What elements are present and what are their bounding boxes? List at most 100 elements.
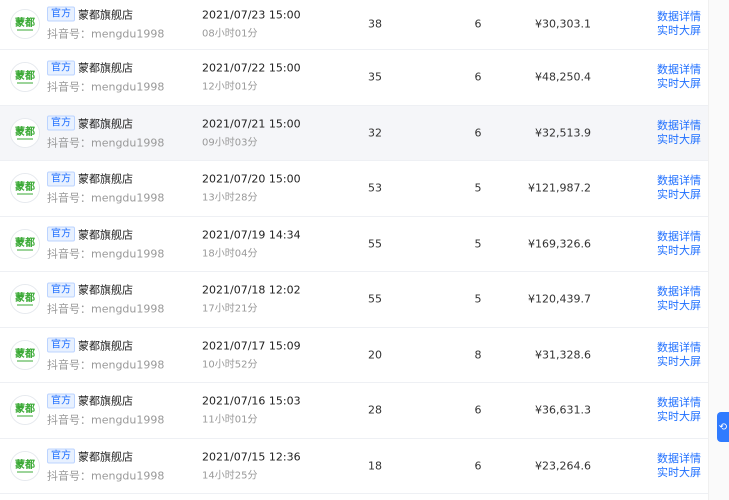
data-detail-link[interactable]: 数据详情 [657,396,701,410]
shop-name: 蒙都旗舰店 [78,394,133,408]
shop-name: 蒙都旗舰店 [78,283,133,297]
table-row: 蒙都 官方 蒙都旗舰店 抖音号：mengdu1998 2021/07/23 15:00 0… [0,0,708,50]
data-detail-link[interactable]: 数据详情 [657,63,701,77]
official-badge: 官方 [47,115,75,131]
shop-info: 官方 蒙都旗舰店 抖音号：mengdu1998 [47,337,164,372]
row-actions: 数据详情 实时大屏 [657,230,701,258]
realtime-screen-link[interactable]: 实时大屏 [657,299,701,313]
product-count: 32 [368,126,382,140]
secondary-count: 6 [474,459,482,473]
data-detail-link[interactable]: 数据详情 [657,285,701,299]
live-start-time: 2021/07/19 14:34 [202,228,301,242]
official-badge: 官方 [47,226,75,242]
live-duration: 17小时21分 [202,303,258,315]
data-detail-link[interactable]: 数据详情 [657,118,701,132]
data-detail-link[interactable]: 数据详情 [657,451,701,465]
realtime-screen-link[interactable]: 实时大屏 [657,243,701,257]
row-actions: 数据详情 实时大屏 [657,10,701,38]
live-duration: 14小时25分 [202,470,258,482]
mengdu-logo-icon: 蒙都 [11,340,39,369]
row-actions: 数据详情 实时大屏 [657,285,701,313]
shop-info: 官方 蒙都旗舰店 抖音号：mengdu1998 [47,6,164,41]
realtime-screen-link[interactable]: 实时大屏 [657,354,701,368]
svg-text:蒙都: 蒙都 [15,236,35,249]
table-row: 蒙都 官方 蒙都旗舰店 抖音号：mengdu1998 2021/07/22 15:00 1… [0,50,708,106]
product-count: 55 [368,292,382,306]
table-row: 蒙都 官方 蒙都旗舰店 抖音号：mengdu1998 2021/07/20 15:00 1… [0,161,708,217]
official-badge: 官方 [47,393,75,409]
douyin-account: 抖音号：mengdu1998 [47,27,165,40]
secondary-count: 6 [474,403,482,417]
data-detail-link[interactable]: 数据详情 [657,174,701,188]
mengdu-logo-icon: 蒙都 [11,285,39,314]
mengdu-logo-icon: 蒙都 [11,396,39,425]
shop-info: 官方 蒙都旗舰店 抖音号：mengdu1998 [47,448,164,483]
shop-avatar: 蒙都 [10,395,40,426]
product-count: 38 [368,17,382,30]
sales-amount: ¥32,513.9 [535,126,591,140]
live-start-time: 2021/07/23 15:00 [202,8,301,21]
shop-info: 官方 蒙都旗舰店 抖音号：mengdu1998 [47,282,164,317]
live-time: 2021/07/16 15:03 11小时01分 [202,395,301,426]
product-count: 18 [368,459,382,473]
data-detail-link[interactable]: 数据详情 [657,9,701,23]
svg-text:蒙都: 蒙都 [15,402,35,415]
realtime-screen-link[interactable]: 实时大屏 [657,23,701,37]
live-start-time: 2021/07/18 12:02 [202,283,301,297]
douyin-account: 抖音号：mengdu1998 [47,80,165,94]
row-actions: 数据详情 实时大屏 [657,396,701,424]
product-count: 53 [368,181,382,195]
row-actions: 数据详情 实时大屏 [657,174,701,202]
sales-amount: ¥169,326.6 [528,237,591,251]
live-time: 2021/07/21 15:00 09小时03分 [202,117,301,148]
table-row: 蒙都 官方 蒙都旗舰店 抖音号：mengdu1998 2021/07/17 15:09 1… [0,327,708,383]
live-time: 2021/07/18 12:02 17小时21分 [202,284,301,315]
shop-avatar: 蒙都 [10,284,40,315]
secondary-count: 8 [474,348,482,362]
sales-amount: ¥31,328.6 [535,348,591,362]
live-start-time: 2021/07/15 12:36 [202,450,301,464]
live-duration: 11小时01分 [202,414,258,426]
mengdu-logo-icon: 蒙都 [11,118,39,147]
shop-info: 官方 蒙都旗舰店 抖音号：mengdu1998 [47,226,164,261]
realtime-screen-link[interactable]: 实时大屏 [657,188,701,202]
shop-avatar: 蒙都 [10,450,40,481]
secondary-count: 5 [474,181,482,195]
shop-avatar: 蒙都 [10,62,40,93]
shop-info: 官方 蒙都旗舰店 抖音号：mengdu1998 [47,60,164,95]
mengdu-logo-icon: 蒙都 [11,63,39,92]
realtime-screen-link[interactable]: 实时大屏 [657,132,701,146]
row-actions: 数据详情 实时大屏 [657,119,701,147]
row-actions: 数据详情 实时大屏 [657,63,701,91]
svg-text:蒙都: 蒙都 [15,16,35,29]
mengdu-logo-icon: 蒙都 [11,9,39,38]
live-time: 2021/07/23 15:00 08小时01分 [202,8,301,39]
shop-name: 蒙都旗舰店 [78,8,133,21]
official-badge: 官方 [47,60,75,76]
shop-avatar: 蒙都 [10,8,40,39]
live-duration: 12小时01分 [202,81,258,93]
svg-text:蒙都: 蒙都 [15,69,35,82]
secondary-count: 6 [474,70,482,84]
realtime-screen-link[interactable]: 实时大屏 [657,77,701,91]
official-badge: 官方 [47,448,75,464]
product-count: 28 [368,403,382,417]
shop-name: 蒙都旗舰店 [78,339,133,353]
secondary-count: 5 [474,292,482,306]
shop-avatar: 蒙都 [10,117,40,148]
realtime-screen-link[interactable]: 实时大屏 [657,465,701,479]
floating-feedback-button[interactable]: ⟲ [717,412,729,442]
shop-name: 蒙都旗舰店 [78,172,133,186]
live-duration: 13小时28分 [202,192,258,204]
data-detail-link[interactable]: 数据详情 [657,340,701,354]
secondary-count: 6 [474,17,482,30]
shop-name: 蒙都旗舰店 [78,450,133,464]
live-duration: 10小时52分 [202,359,258,371]
realtime-screen-link[interactable]: 实时大屏 [657,410,701,424]
douyin-account: 抖音号：mengdu1998 [47,191,165,205]
data-detail-link[interactable]: 数据详情 [657,229,701,243]
shop-info: 官方 蒙都旗舰店 抖音号：mengdu1998 [47,393,164,428]
official-badge: 官方 [47,337,75,353]
live-start-time: 2021/07/21 15:00 [202,117,301,131]
table-row: 蒙都 官方 蒙都旗舰店 抖音号：mengdu1998 2021/07/18 12:02 1… [0,272,708,328]
